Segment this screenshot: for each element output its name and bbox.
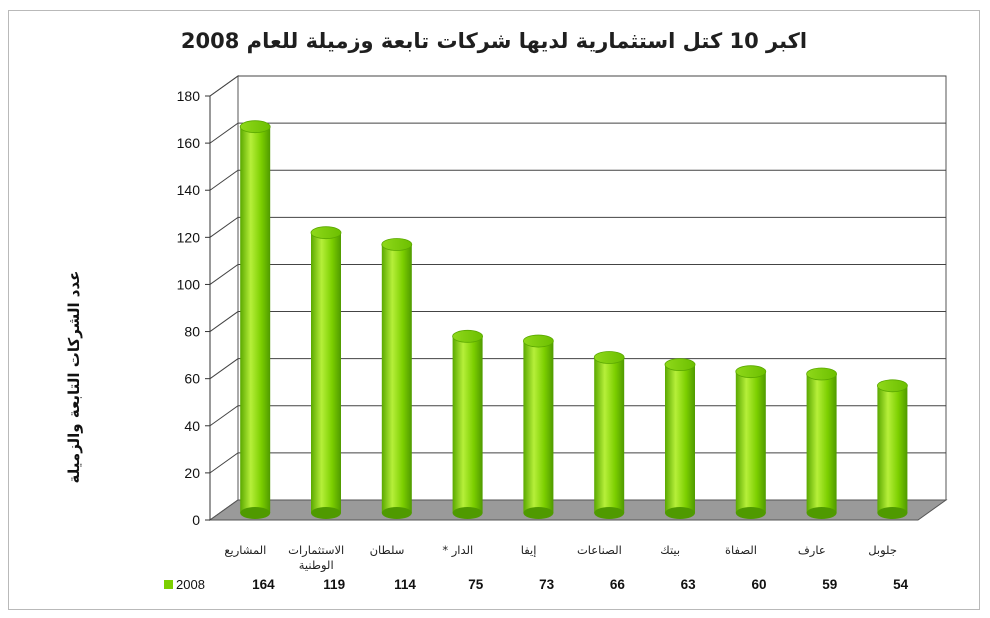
bar-body bbox=[877, 385, 908, 513]
bar-top bbox=[593, 351, 625, 364]
data-table-value: 66 bbox=[610, 577, 626, 592]
gridline bbox=[209, 169, 946, 191]
data-table-value: 75 bbox=[468, 577, 484, 592]
bar bbox=[735, 365, 767, 519]
y-tick-label: 140 bbox=[177, 182, 201, 198]
bar-base bbox=[594, 507, 625, 519]
data-table-value: 59 bbox=[822, 577, 837, 592]
bar-top bbox=[381, 238, 413, 251]
bar-base bbox=[452, 507, 483, 519]
bar-body bbox=[523, 341, 554, 513]
x-tick-label: الاستثمارات bbox=[288, 543, 344, 558]
legend-label: 2008 bbox=[176, 577, 205, 592]
data-table-value: 114 bbox=[394, 577, 416, 592]
bar-base bbox=[665, 507, 695, 519]
x-tick-label: إيفا bbox=[521, 543, 537, 557]
x-tick-label: الصفاة bbox=[725, 543, 757, 557]
bar-top bbox=[523, 334, 554, 348]
bar-body bbox=[240, 126, 271, 513]
x-tick-label: عارف bbox=[798, 543, 826, 558]
bar-base bbox=[806, 507, 837, 519]
data-table-value: 60 bbox=[751, 577, 766, 592]
y-tick-label: 20 bbox=[184, 465, 200, 481]
y-tick-label: 160 bbox=[177, 135, 201, 151]
bar-series bbox=[239, 120, 908, 519]
bar bbox=[877, 379, 908, 519]
data-table-value: 73 bbox=[539, 577, 555, 592]
bar-top bbox=[735, 365, 767, 379]
x-tick-label: الدار * bbox=[442, 543, 473, 558]
y-tick-label: 120 bbox=[177, 229, 201, 245]
bar-body bbox=[594, 357, 625, 513]
plot-side-wall bbox=[209, 75, 239, 521]
gridline bbox=[209, 452, 946, 474]
bar-body bbox=[381, 244, 412, 513]
bar-top bbox=[239, 120, 271, 134]
y-tick-label: 80 bbox=[184, 324, 200, 340]
y-tick-label: 60 bbox=[184, 371, 200, 387]
bar bbox=[381, 238, 413, 519]
bar-top bbox=[310, 226, 342, 240]
y-tick-label: 0 bbox=[192, 512, 200, 528]
x-tick-label: المشاريع bbox=[224, 543, 266, 558]
bar-base bbox=[735, 507, 766, 519]
legend-swatch bbox=[164, 580, 173, 589]
bar-top bbox=[806, 367, 837, 381]
x-tick-label: الصناعات bbox=[577, 543, 622, 557]
y-tick-label: 180 bbox=[177, 88, 201, 104]
data-table-value: 63 bbox=[681, 577, 697, 592]
bar-base bbox=[311, 507, 341, 519]
bar-body bbox=[806, 374, 837, 513]
x-tick-label: سلطان bbox=[370, 543, 405, 557]
gridline bbox=[209, 311, 946, 332]
gridline bbox=[209, 75, 946, 97]
y-tick-label: 40 bbox=[184, 418, 200, 434]
bar-base bbox=[381, 507, 412, 519]
bar bbox=[523, 334, 554, 519]
bar-top bbox=[877, 379, 908, 393]
gridline bbox=[209, 405, 946, 427]
bar bbox=[452, 329, 484, 519]
x-tick-label: الوطنية bbox=[299, 558, 334, 573]
bar-base bbox=[523, 507, 554, 519]
bar bbox=[664, 358, 696, 519]
gridline bbox=[209, 122, 946, 144]
plot-back-wall bbox=[237, 75, 947, 501]
data-table-value: 119 bbox=[323, 577, 345, 592]
bar-base bbox=[877, 507, 908, 519]
bar-body bbox=[311, 232, 341, 513]
data-table-value: 54 bbox=[893, 577, 909, 592]
bar-body bbox=[665, 364, 695, 513]
x-tick-label: بيتك bbox=[660, 543, 680, 557]
bar bbox=[593, 351, 625, 519]
y-tick-label: 100 bbox=[177, 276, 201, 292]
data-table-value: 164 bbox=[252, 577, 275, 592]
bar-body bbox=[452, 336, 483, 513]
bar-top bbox=[664, 358, 696, 372]
bar bbox=[310, 226, 342, 519]
gridline bbox=[209, 216, 946, 238]
gridline bbox=[209, 263, 946, 285]
data-table-row: 2008 164 119 114 75 73 66 63 60 59 54 bbox=[164, 577, 909, 592]
gridline bbox=[209, 358, 946, 380]
bar-body bbox=[735, 371, 766, 513]
x-tick-label: جلوبل bbox=[868, 543, 897, 558]
bar-base bbox=[240, 507, 271, 519]
y-axis-ticks: 0 20 40 60 80 100 120 140 160 180 bbox=[177, 88, 210, 528]
bar-top bbox=[452, 329, 484, 343]
bar bbox=[806, 367, 837, 519]
bar bbox=[239, 120, 271, 519]
chart-title: اكبر 10 كتل استثمارية لديها شركات تابعة … bbox=[180, 29, 808, 53]
